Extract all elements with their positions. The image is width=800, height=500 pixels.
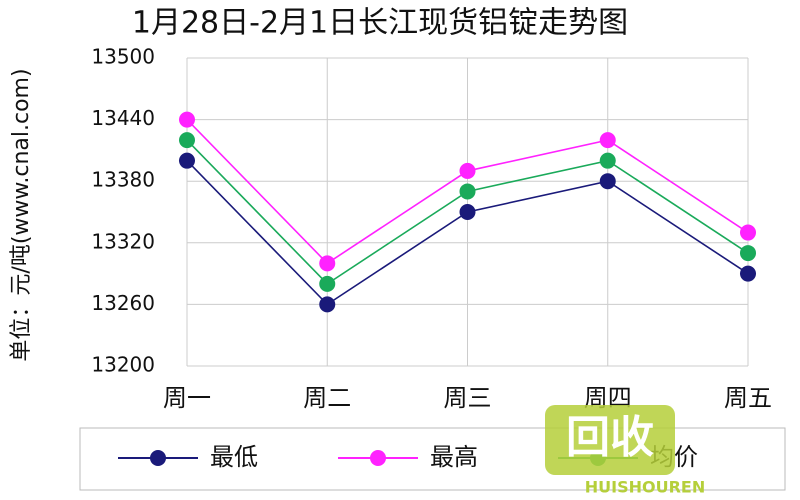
data-point [459,204,476,220]
data-point [740,224,756,241]
data-point [740,265,756,282]
data-point [599,152,616,169]
y-axis-label: 单位：元/吨(www.cnal.com) [9,68,34,361]
y-tick-label: 13260 [91,291,155,315]
legend-marker [150,450,166,466]
data-point [599,132,616,149]
x-tick-label: 周三 [444,384,492,412]
data-point [319,296,336,313]
y-tick-label: 13440 [91,106,155,130]
data-point [179,111,195,128]
watermark-badge [545,405,675,475]
data-point [599,173,616,190]
y-tick-label: 13380 [91,168,155,192]
data-point [179,132,195,149]
x-tick-label: 周二 [303,384,351,412]
data-point [319,255,336,272]
x-tick-label: 周五 [724,384,772,412]
legend-marker [370,450,386,466]
data-point [319,275,336,292]
data-point [740,245,756,262]
y-tick-label: 13500 [91,45,155,69]
y-tick-label: 13200 [91,353,155,377]
watermark-text: 回收 [566,412,654,463]
data-point [459,162,476,179]
legend-label: 最低 [210,443,258,471]
y-tick-label: 13320 [91,229,155,253]
x-tick-label: 周一 [163,384,211,412]
watermark-subtext: HUISHOUREN [585,478,705,497]
legend-label: 最高 [430,443,478,471]
legend-box [79,427,786,491]
chart-title: 1月28日-2月1日长江现货铝锭走势图 [132,6,628,41]
data-point [179,152,195,169]
data-point [459,183,476,200]
